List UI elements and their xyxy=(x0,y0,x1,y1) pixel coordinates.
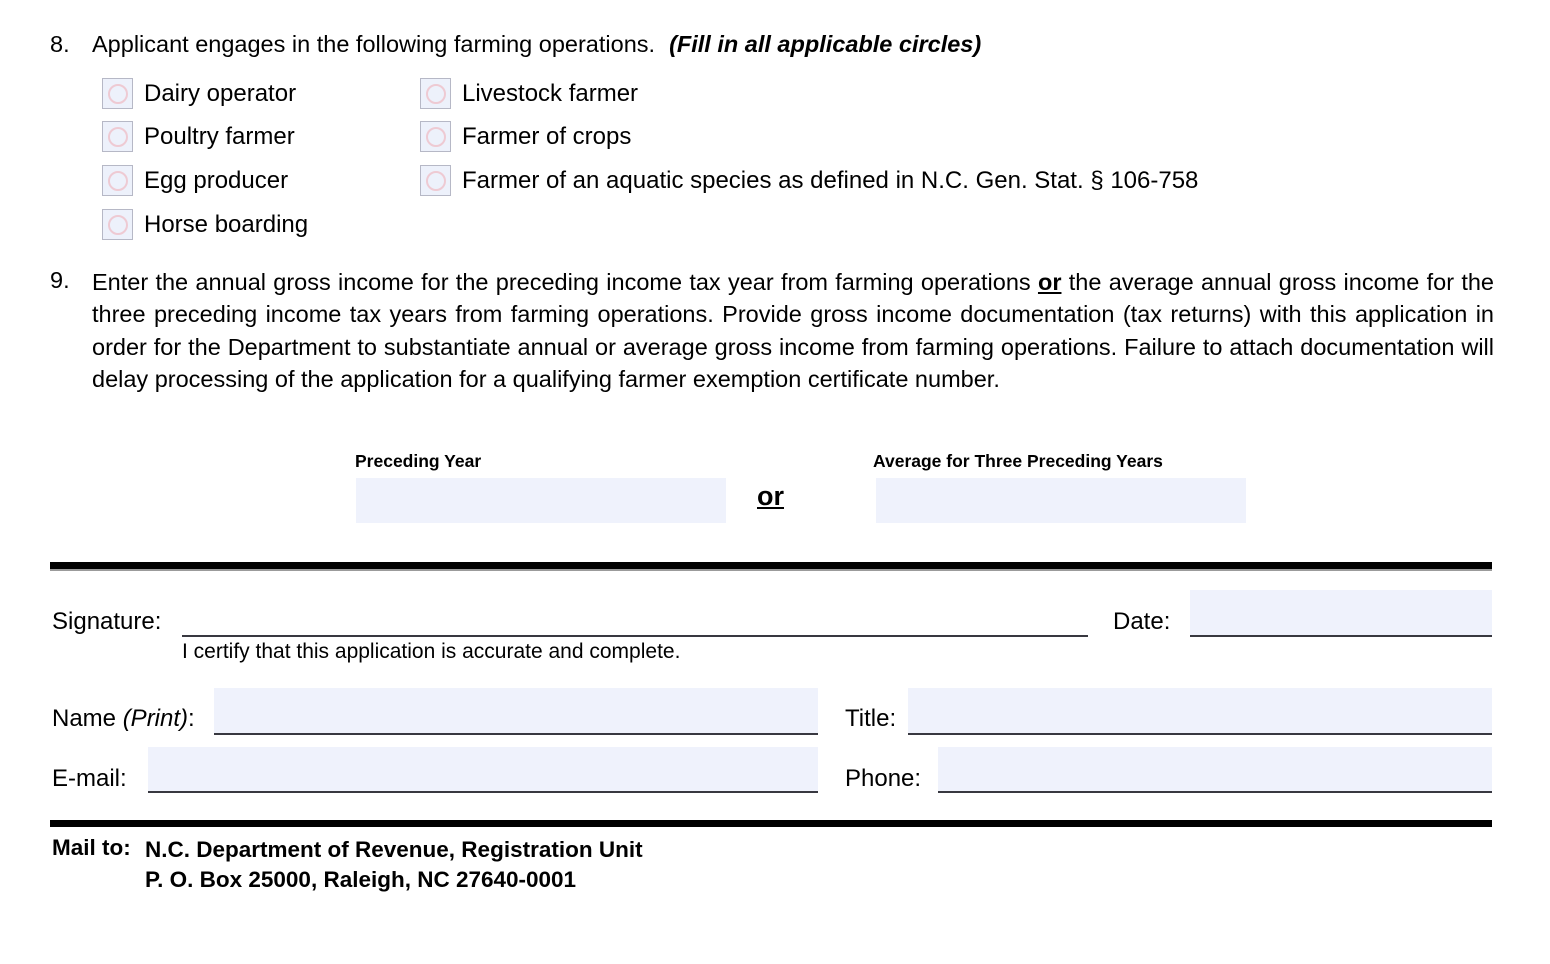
email-input[interactable] xyxy=(148,747,818,793)
signature-label: Signature: xyxy=(52,608,162,635)
item8-number: 8. xyxy=(50,31,70,57)
title-label: Title: xyxy=(845,705,897,732)
option-label-horse-boarding: Horse boarding xyxy=(144,210,309,238)
phone-input[interactable] xyxy=(938,747,1492,793)
item8-heading-text: Applicant engages in the following farmi… xyxy=(92,31,656,57)
item8-note: (Fill in all applicable circles) xyxy=(669,31,982,57)
farming-option-row: Egg producer xyxy=(102,165,288,196)
title-input[interactable] xyxy=(908,688,1492,735)
item9-number: 9. xyxy=(50,267,70,293)
fill-circle-icon xyxy=(107,83,128,104)
checkbox-farmer-of-crops[interactable] xyxy=(420,121,451,152)
option-label-dairy-operator: Dairy operator xyxy=(144,79,297,107)
mailto-label: Mail to: xyxy=(52,835,131,860)
option-label-aquatic-species-farmer: Farmer of an aquatic species as defined … xyxy=(462,166,1199,194)
checkbox-livestock-farmer[interactable] xyxy=(420,78,451,109)
farming-option-row: Dairy operator xyxy=(102,78,296,109)
fill-circle-icon xyxy=(107,214,128,235)
item8-heading: Applicant engages in the following farmi… xyxy=(92,31,981,58)
signature-line-input[interactable] xyxy=(182,598,1088,637)
mailto-line1: N.C. Department of Revenue, Registration… xyxy=(145,837,643,862)
phone-label: Phone: xyxy=(845,765,922,792)
option-label-poultry-farmer: Poultry farmer xyxy=(144,122,295,150)
name-label-prefix: Name xyxy=(52,705,123,732)
name-label-print: (Print) xyxy=(122,705,189,732)
preceding-year-input[interactable] xyxy=(356,478,726,523)
item9-or-word: or xyxy=(1037,269,1062,295)
date-input[interactable] xyxy=(1190,590,1492,637)
item9-paragraph: Enter the annual gross income for the pr… xyxy=(92,266,1494,396)
name-label: Name (Print): xyxy=(52,705,195,733)
fill-circle-icon xyxy=(425,126,446,147)
email-label: E-mail: xyxy=(52,765,127,792)
item9-text-part2: the average annual gross income for the … xyxy=(92,269,1494,393)
checkbox-poultry-farmer[interactable] xyxy=(102,121,133,152)
checkbox-egg-producer[interactable] xyxy=(102,165,133,196)
section-divider xyxy=(50,562,1492,571)
average-years-label: Average for Three Preceding Years xyxy=(873,451,1163,471)
checkbox-horse-boarding[interactable] xyxy=(102,209,133,240)
fill-circle-icon xyxy=(425,170,446,191)
farming-option-row: Horse boarding xyxy=(102,209,308,240)
farming-option-row: Livestock farmer xyxy=(420,78,638,109)
fill-circle-icon xyxy=(425,83,446,104)
certify-text: I certify that this application is accur… xyxy=(182,640,681,663)
mailto-line2: P. O. Box 25000, Raleigh, NC 27640-0001 xyxy=(145,867,577,892)
farming-option-row: Farmer of an aquatic species as defined … xyxy=(420,165,1198,196)
option-label-livestock-farmer: Livestock farmer xyxy=(462,79,639,107)
fill-circle-icon xyxy=(107,126,128,147)
name-label-suffix: : xyxy=(188,705,195,732)
section-divider xyxy=(50,820,1492,827)
or-separator: or xyxy=(757,481,784,511)
name-input[interactable] xyxy=(214,688,818,735)
preceding-year-label: Preceding Year xyxy=(355,451,482,471)
option-label-farmer-of-crops: Farmer of crops xyxy=(462,122,632,150)
item9-text-part1: Enter the annual gross income for the pr… xyxy=(92,269,1038,295)
farming-option-row: Poultry farmer xyxy=(102,121,295,152)
fill-circle-icon xyxy=(107,170,128,191)
checkbox-aquatic-species-farmer[interactable] xyxy=(420,165,451,196)
checkbox-dairy-operator[interactable] xyxy=(102,78,133,109)
farming-option-row: Farmer of crops xyxy=(420,121,631,152)
average-years-input[interactable] xyxy=(876,478,1246,523)
mailto-address: N.C. Department of Revenue, Registration… xyxy=(145,835,643,895)
date-label: Date: xyxy=(1113,608,1171,635)
option-label-egg-producer: Egg producer xyxy=(144,166,289,194)
